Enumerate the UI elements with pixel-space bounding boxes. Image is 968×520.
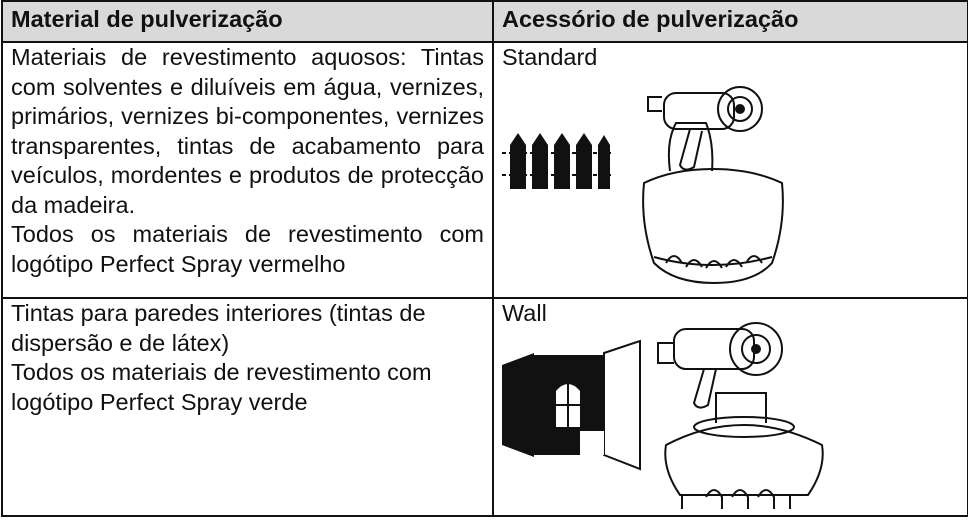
sprayer-icon [642,86,784,285]
header-cell: Acessório de pulverização [492,0,968,43]
table-row: Tintas para paredes interiores (tintas d… [1,297,968,517]
paragraph: Tintas para paredes interiores (tintas d… [11,300,426,356]
paragraph: Todos os materiais de revestimento com l… [11,221,484,277]
accessory-label: Standard [502,44,598,70]
material-cell: Tintas para paredes interiores (tintas d… [1,297,494,517]
standard-illustration [502,86,784,285]
table-row: Materiais de revestimento aquosos: Tinta… [1,41,968,299]
accessory-label: Wall [502,300,547,326]
wall-illustration [502,322,824,509]
paragraph: Materiais de revestimento aquosos: Tinta… [11,44,484,218]
header-row: Material de pulverização Acessório de pu… [1,0,968,43]
paragraph: Todos os materiais de revestimento com l… [11,359,432,415]
material-cell: Materiais de revestimento aquosos: Tinta… [1,41,494,299]
wall-sprayer-icon [657,322,824,509]
window-icon [502,339,641,471]
header-cell: Material de pulverização [1,0,494,43]
accessory-cell: Wall [492,297,968,517]
fence-icon [502,133,612,189]
accessory-cell: Standard [492,41,968,299]
